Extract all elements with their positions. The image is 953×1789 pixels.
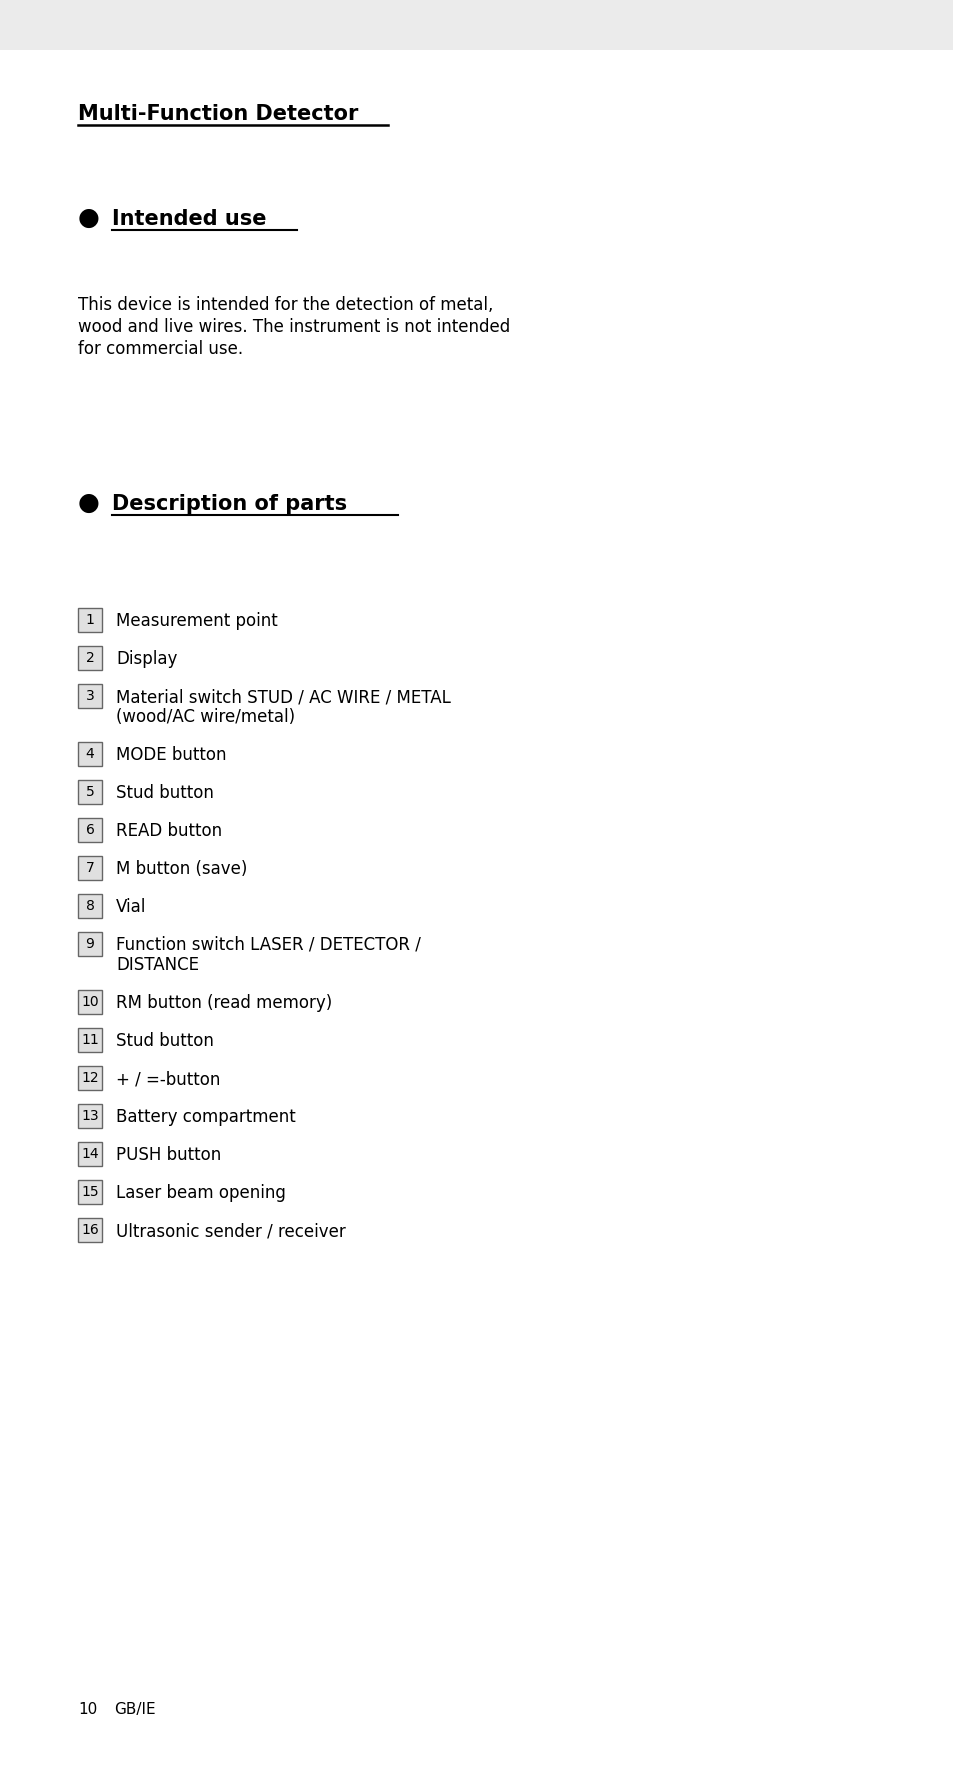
Bar — [78, 989, 102, 1014]
Text: RM button (read memory): RM button (read memory) — [116, 995, 332, 1013]
Text: Stud button: Stud button — [116, 784, 213, 801]
Bar — [78, 742, 102, 766]
Text: 16: 16 — [81, 1224, 99, 1236]
Text: Stud button: Stud button — [116, 1032, 213, 1050]
Bar — [78, 818, 102, 843]
Text: M button (save): M button (save) — [116, 861, 247, 878]
Text: 8: 8 — [86, 900, 94, 912]
Text: Ultrasonic sender / receiver: Ultrasonic sender / receiver — [116, 1222, 345, 1240]
Text: Description of parts: Description of parts — [112, 494, 347, 513]
Text: 10: 10 — [78, 1701, 97, 1717]
Bar — [78, 1104, 102, 1129]
Text: READ button: READ button — [116, 821, 222, 841]
Text: 9: 9 — [86, 937, 94, 952]
Text: Intended use: Intended use — [112, 209, 266, 229]
Text: Multi-Function Detector: Multi-Function Detector — [78, 104, 358, 123]
Bar — [78, 855, 102, 880]
Text: 14: 14 — [81, 1147, 99, 1161]
Text: 12: 12 — [81, 1072, 99, 1084]
Bar — [78, 608, 102, 632]
Text: for commercial use.: for commercial use. — [78, 340, 243, 358]
Bar — [78, 646, 102, 671]
Bar — [78, 1141, 102, 1166]
Text: 4: 4 — [86, 748, 94, 760]
Bar — [78, 894, 102, 918]
Text: MODE button: MODE button — [116, 746, 226, 764]
Text: Measurement point: Measurement point — [116, 612, 277, 630]
Bar — [78, 1029, 102, 1052]
Bar — [78, 1181, 102, 1204]
Text: ●: ● — [78, 206, 100, 231]
Text: 10: 10 — [81, 995, 99, 1009]
Text: Battery compartment: Battery compartment — [116, 1107, 295, 1125]
Text: Display: Display — [116, 649, 177, 667]
Text: ●: ● — [78, 490, 100, 515]
Text: (wood/AC wire/metal): (wood/AC wire/metal) — [116, 708, 294, 726]
Text: This device is intended for the detection of metal,: This device is intended for the detectio… — [78, 295, 493, 315]
Bar — [0, 0, 953, 50]
Text: 7: 7 — [86, 861, 94, 875]
Bar — [78, 780, 102, 803]
Text: Material switch STUD / AC WIRE / METAL: Material switch STUD / AC WIRE / METAL — [116, 689, 451, 707]
Text: 13: 13 — [81, 1109, 99, 1123]
Text: wood and live wires. The instrument is not intended: wood and live wires. The instrument is n… — [78, 318, 510, 336]
Text: + / =-button: + / =-button — [116, 1070, 220, 1088]
Text: 3: 3 — [86, 689, 94, 703]
Text: Laser beam opening: Laser beam opening — [116, 1184, 286, 1202]
Text: GB/IE: GB/IE — [113, 1701, 155, 1717]
Text: 2: 2 — [86, 651, 94, 666]
Text: 5: 5 — [86, 785, 94, 800]
Text: Vial: Vial — [116, 898, 146, 916]
Bar — [78, 932, 102, 955]
Bar — [78, 683, 102, 708]
Text: 15: 15 — [81, 1184, 99, 1199]
Bar — [78, 1218, 102, 1242]
Text: 1: 1 — [86, 614, 94, 626]
Text: 11: 11 — [81, 1032, 99, 1047]
Text: Function switch LASER / DETECTOR /: Function switch LASER / DETECTOR / — [116, 936, 420, 954]
Text: 6: 6 — [86, 823, 94, 837]
Text: PUSH button: PUSH button — [116, 1147, 221, 1165]
Text: DISTANCE: DISTANCE — [116, 955, 199, 973]
Bar — [78, 1066, 102, 1090]
